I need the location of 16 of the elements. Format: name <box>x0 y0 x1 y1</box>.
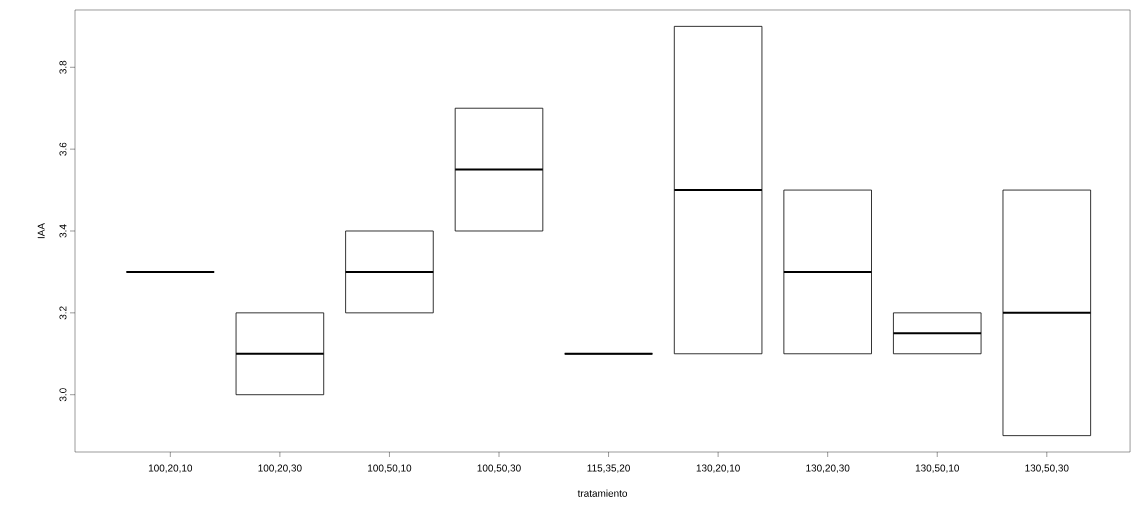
x-tick-label: 130,20,10 <box>696 464 740 473</box>
x-tick-label: 100,20,30 <box>258 464 302 473</box>
x-tick-label: 100,50,10 <box>368 464 412 473</box>
x-tick-label: 130,50,30 <box>1025 464 1069 473</box>
y-tick-label: 3.0 <box>59 388 67 402</box>
y-tick-label: 3.4 <box>59 224 67 238</box>
x-tick-label: 100,20,10 <box>148 464 193 473</box>
y-tick-label: 3.6 <box>59 142 67 156</box>
y-tick-label: 3.8 <box>59 60 67 74</box>
x-tick-label: 100,50,30 <box>477 464 521 473</box>
y-tick-label: 3.2 <box>59 306 67 320</box>
x-axis-title: tratamiento <box>577 489 628 497</box>
y-axis-title: IAA <box>37 222 45 239</box>
x-tick-label: 130,50,10 <box>915 464 960 473</box>
x-tick-label: 115,35,20 <box>587 464 630 473</box>
x-tick-label: 130,20,30 <box>806 464 850 473</box>
